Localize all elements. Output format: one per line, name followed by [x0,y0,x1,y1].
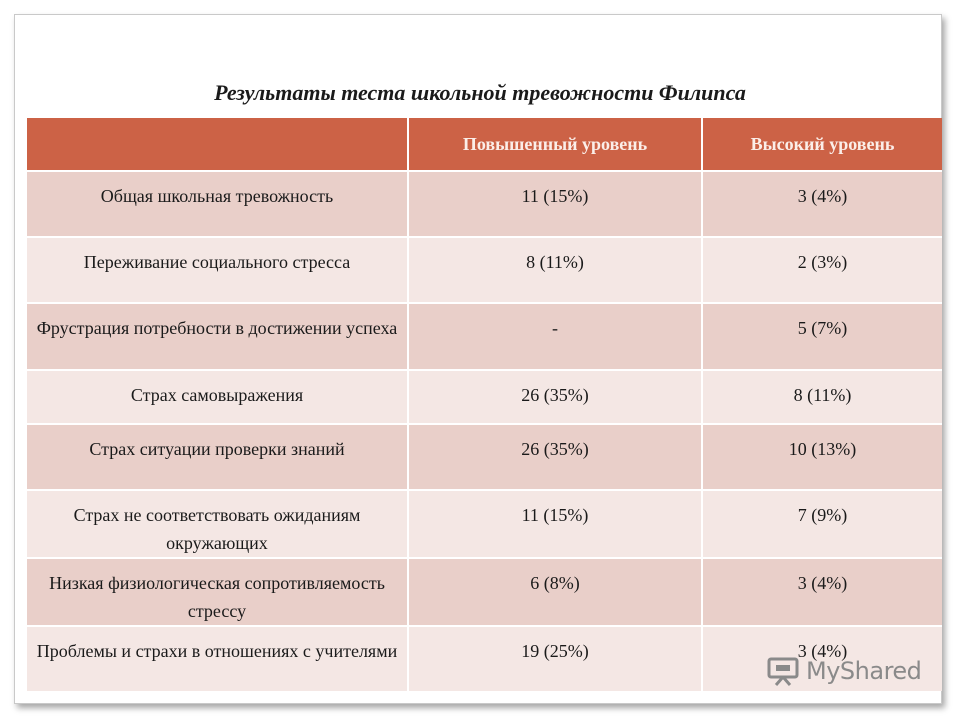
row-label: Общая школьная тревожность [27,170,408,237]
header-high-level: Высокий уровень [701,118,942,171]
watermark-text: MyShared [806,657,922,685]
row-elevated-value: 19 (25%) [407,625,702,691]
row-label: Низкая физиологическая сопротивляемость … [27,557,408,626]
row-label: Страх самовыражения [27,369,408,424]
row-elevated-value: 11 (15%) [407,170,702,237]
row-label: Переживание социального стресса [27,236,408,303]
row-high-value: 5 (7%) [701,302,942,370]
results-table: Повышенный уровень Высокий уровень Общая… [27,118,942,691]
table-row: Страх не соответствовать ожиданиям окруж… [27,489,942,558]
header-empty-cell [27,118,408,171]
header-elevated-level: Повышенный уровень [407,118,702,171]
table-header-row: Повышенный уровень Высокий уровень [27,118,942,171]
row-high-value: 3 (4%) [701,625,942,691]
row-elevated-value: 26 (35%) [407,369,702,424]
row-label: Фрустрация потребности в достижении успе… [27,302,408,370]
table-row: Переживание социального стресса 8 (11%) … [27,236,942,303]
table-row: Низкая физиологическая сопротивляемость … [27,557,942,626]
results-table-container: Повышенный уровень Высокий уровень Общая… [27,118,942,691]
table-row: Общая школьная тревожность 11 (15%) 3 (4… [27,170,942,237]
row-elevated-value: 8 (11%) [407,236,702,303]
table-row: Страх самовыражения 26 (35%) 8 (11%) [27,369,942,424]
presentation-board-icon [767,657,799,686]
row-elevated-value: 26 (35%) [407,423,702,490]
row-high-value: 10 (13%) [701,423,942,490]
row-elevated-value: 11 (15%) [407,489,702,558]
row-label: Проблемы и страхи в отношениях с учителя… [27,625,408,691]
row-high-value: 8 (11%) [701,369,942,424]
slide-title: Результаты теста школьной тревожности Фи… [214,80,746,105]
row-label: Страх ситуации проверки знаний [27,423,408,490]
row-elevated-value: - [407,302,702,370]
row-label: Страх не соответствовать ожиданиям окруж… [27,489,408,558]
row-elevated-value: 6 (8%) [407,557,702,626]
table-row: Страх ситуации проверки знаний 26 (35%) … [27,423,942,490]
table-row: Фрустрация потребности в достижении успе… [27,302,942,370]
myshared-watermark: MyShared [766,656,922,686]
row-high-value: 2 (3%) [701,236,942,303]
row-high-value: 3 (4%) [701,170,942,237]
table-row: Проблемы и страхи в отношениях с учителя… [27,625,942,691]
row-high-value: 7 (9%) [701,489,942,558]
row-high-value: 3 (4%) [701,557,942,626]
